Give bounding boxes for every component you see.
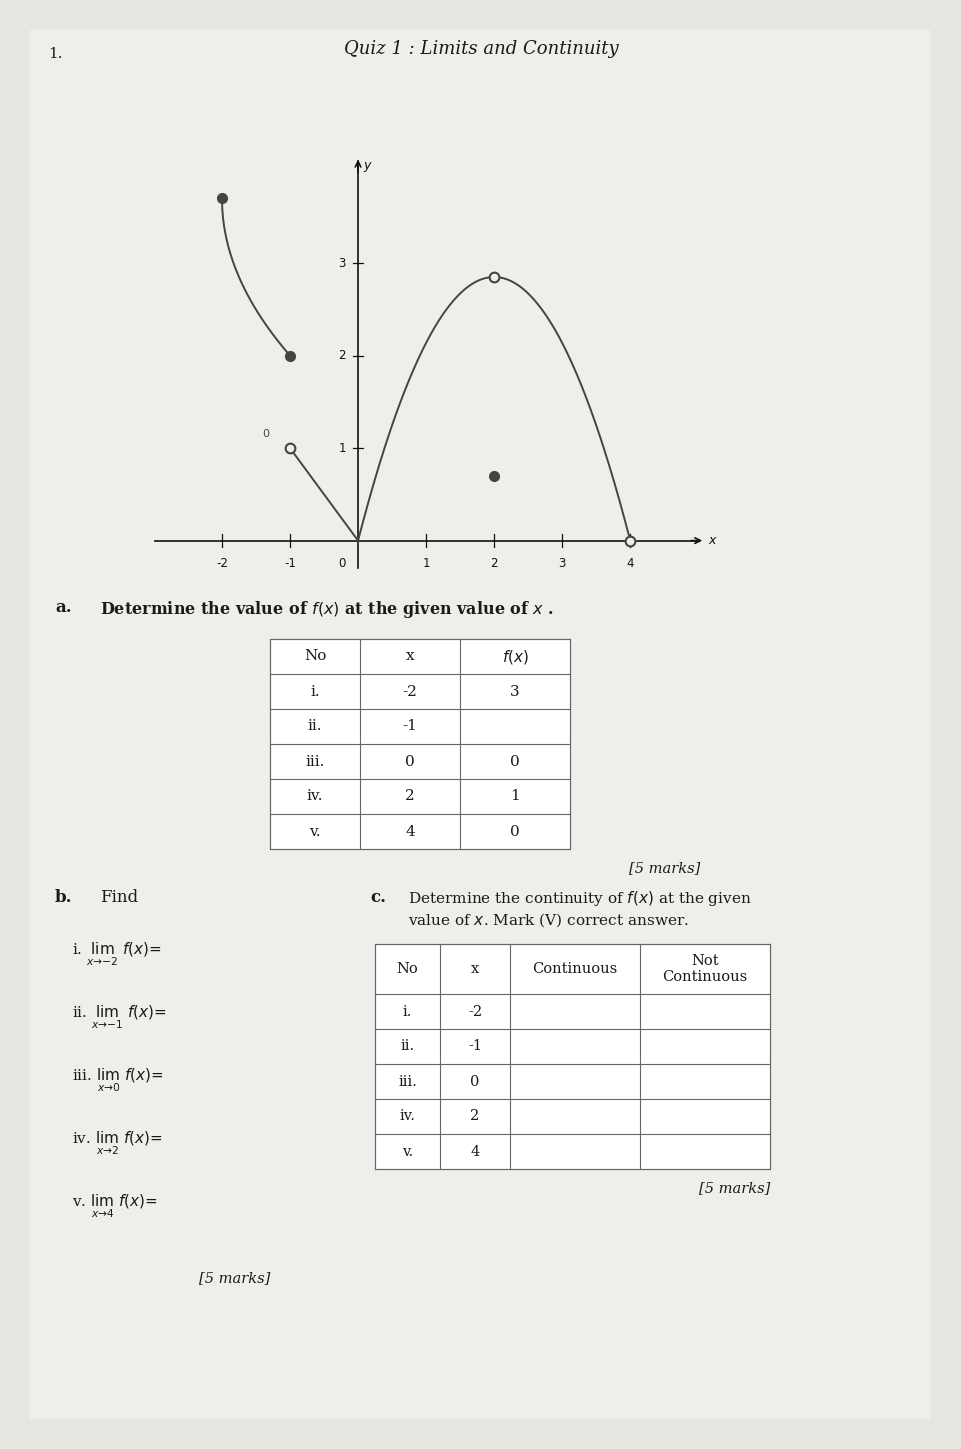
- Text: x: x: [470, 962, 479, 977]
- Text: 2: 2: [405, 790, 414, 804]
- Text: 3: 3: [338, 256, 345, 270]
- Text: iv.: iv.: [399, 1110, 415, 1123]
- Text: $f(x)$: $f(x)$: [501, 648, 528, 665]
- Text: iii.: iii.: [398, 1075, 416, 1088]
- Text: Not
Continuous: Not Continuous: [662, 953, 747, 984]
- Text: Determine the continuity of $f(x)$ at the given: Determine the continuity of $f(x)$ at th…: [407, 890, 751, 909]
- Text: Determine the value of $f(x)$ at the given value of $x$ .: Determine the value of $f(x)$ at the giv…: [100, 598, 554, 620]
- Text: -1: -1: [283, 558, 296, 571]
- Text: 3: 3: [558, 558, 565, 571]
- Text: [5 marks]: [5 marks]: [698, 1181, 769, 1195]
- Text: -1: -1: [402, 720, 417, 733]
- Text: iii. $\lim_{x \to 0}$ $f(x) =$: iii. $\lim_{x \to 0}$ $f(x) =$: [72, 1066, 163, 1094]
- Text: 3: 3: [509, 684, 519, 698]
- Text: b.: b.: [55, 890, 72, 906]
- Text: No: No: [304, 649, 326, 664]
- Text: 0: 0: [509, 755, 519, 768]
- Text: i.: i.: [403, 1004, 411, 1019]
- Text: $y$: $y$: [363, 159, 373, 174]
- Text: $x$: $x$: [707, 535, 718, 548]
- Text: No: No: [396, 962, 418, 977]
- Text: v.: v.: [308, 824, 320, 839]
- Text: 0: 0: [509, 824, 519, 839]
- Text: a.: a.: [55, 598, 71, 616]
- Text: ii. $\lim_{x \to -1}$ $f(x) =$: ii. $\lim_{x \to -1}$ $f(x) =$: [72, 1004, 166, 1032]
- Text: value of $x$. Mark (V) correct answer.: value of $x$. Mark (V) correct answer.: [407, 911, 688, 929]
- Text: Find: Find: [100, 890, 138, 906]
- Text: iii.: iii.: [305, 755, 325, 768]
- Text: 0: 0: [338, 558, 345, 571]
- Text: i.: i.: [309, 684, 319, 698]
- Text: 4: 4: [470, 1145, 480, 1159]
- Text: -1: -1: [467, 1039, 481, 1053]
- Text: [5 marks]: [5 marks]: [628, 861, 700, 875]
- Text: v.: v.: [402, 1145, 412, 1159]
- Text: 0: 0: [470, 1075, 480, 1088]
- Text: 2: 2: [490, 558, 498, 571]
- Text: [5 marks]: [5 marks]: [198, 1271, 270, 1285]
- FancyBboxPatch shape: [30, 30, 929, 1419]
- Text: 4: 4: [626, 558, 633, 571]
- Bar: [270, 639, 570, 849]
- Text: 1: 1: [422, 558, 430, 571]
- Text: -2: -2: [216, 558, 228, 571]
- Text: 0: 0: [405, 755, 414, 768]
- Text: -2: -2: [402, 684, 417, 698]
- Text: Quiz 1 : Limits and Continuity: Quiz 1 : Limits and Continuity: [343, 41, 618, 58]
- Text: 2: 2: [470, 1110, 480, 1123]
- Text: 1: 1: [509, 790, 519, 804]
- Text: Continuous: Continuous: [531, 962, 617, 977]
- Text: ii.: ii.: [308, 720, 322, 733]
- Text: iv. $\lim_{x \to 2}$ $f(x) =$: iv. $\lim_{x \to 2}$ $f(x) =$: [72, 1130, 162, 1158]
- Text: i. $\lim_{x \to -2}$ $f(x) =$: i. $\lim_{x \to -2}$ $f(x) =$: [72, 940, 161, 968]
- Text: iv.: iv.: [307, 790, 323, 804]
- Text: -2: -2: [467, 1004, 481, 1019]
- Text: v. $\lim_{x \to 4}$ $f(x) =$: v. $\lim_{x \to 4}$ $f(x) =$: [72, 1193, 158, 1220]
- Text: 4: 4: [405, 824, 414, 839]
- Text: 1: 1: [338, 442, 345, 455]
- Text: 2: 2: [338, 349, 345, 362]
- Text: x: x: [406, 649, 414, 664]
- Text: 1.: 1.: [48, 46, 62, 61]
- Text: ii.: ii.: [400, 1039, 414, 1053]
- Bar: [375, 943, 769, 1169]
- Text: 0: 0: [262, 429, 269, 439]
- Text: c.: c.: [370, 890, 385, 906]
